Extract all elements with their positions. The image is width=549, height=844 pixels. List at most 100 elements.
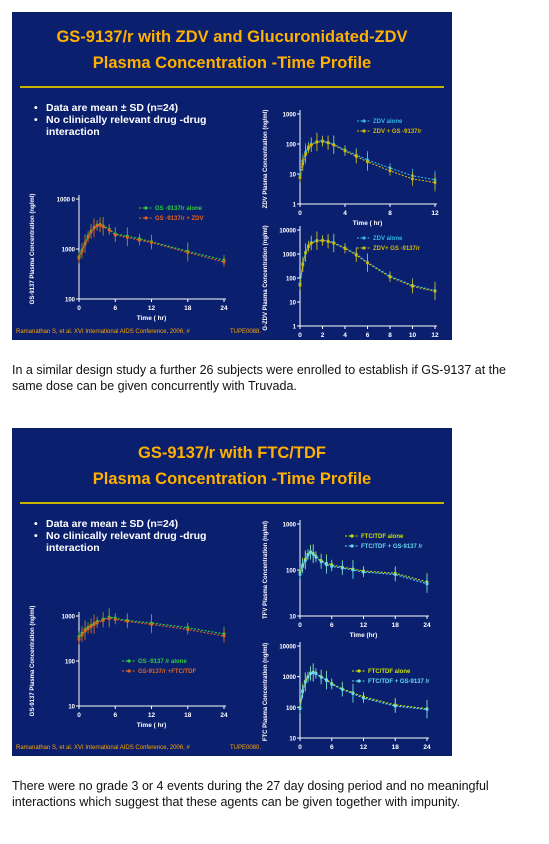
citation: Ramanathan S, et al. XVI International A…: [16, 329, 190, 335]
chart1-x-tick-label: 12: [431, 210, 439, 217]
slide-zdv: GS-9137/r with ZDV and Glucuronidated-ZD…: [12, 12, 452, 340]
title-divider: [20, 502, 444, 504]
chart4-series-1-point: [113, 617, 117, 621]
slide-title-line1: GS-9137/r with FTC/TDF: [138, 444, 326, 462]
chart2-x-tick-label: 8: [388, 332, 392, 339]
chart5-series-1-point: [362, 696, 365, 700]
chart1-y-tick-label: 1000: [283, 113, 297, 119]
chart2-series-1-point: [315, 239, 319, 243]
chart0-x-tick-label: 6: [113, 305, 117, 312]
chart0-series-1-point: [137, 238, 141, 242]
chart1-x-tick-label: 0: [298, 210, 302, 217]
chart2-series-1-point: [304, 251, 308, 255]
bullet-item: No clinically relevant drug -drug intera…: [34, 114, 244, 138]
bullet-list: Data are mean ± SD (n=24) No clinically …: [34, 518, 244, 554]
chart4-y-label: GS-9137 Plasma Concentration (ng/ml): [30, 606, 36, 717]
chart4-y-tick-label: 1000: [62, 615, 76, 621]
chart4-x-tick-label: 0: [77, 712, 81, 719]
title-divider: [20, 86, 444, 88]
chart1-legend-label: ZDV alone: [373, 119, 403, 125]
chart3-series-1-point: [330, 564, 334, 568]
chart2-series-1-point: [332, 241, 336, 245]
chart5-x-tick-label: 24: [423, 744, 431, 751]
chart4-series-1-point: [107, 616, 111, 620]
chart1-legend-label: ZDV + GS -9137/r: [373, 129, 422, 135]
chart0-y-tick-label: 1000: [62, 248, 76, 254]
chart0-series-1-point: [150, 240, 153, 244]
chart3-series-1-point: [362, 570, 365, 574]
slide-title-line2: Plasma Concentration -Time Profile: [92, 470, 372, 488]
chart0-legend-label: GS -9137/r + ZDV: [155, 216, 204, 222]
chart1-series-1-point: [326, 141, 330, 145]
chart3-x-tick-label: 12: [360, 622, 368, 629]
poster-number: TUPE0080.: [230, 745, 262, 751]
chart5-legend-marker: [357, 669, 361, 673]
chart4-series-1-point: [77, 638, 81, 642]
chart4-legend-label: GS-9137/r +FTC/TDF: [138, 669, 197, 675]
chart3-series-1-point: [314, 555, 318, 559]
chart5-y-tick-label: 100: [286, 706, 297, 712]
chart2-series-1-point: [433, 289, 437, 293]
paragraph-conclusion: There were no grade 3 or 4 events during…: [12, 779, 489, 809]
chart2-series-1-point: [306, 245, 310, 249]
bullet-item: Data are mean ± SD (n=24): [34, 518, 244, 530]
chart3-series-1-point: [311, 552, 315, 556]
chart4-x-tick-label: 24: [220, 712, 228, 719]
chart0-x-tick-label: 0: [77, 305, 81, 312]
chart2-legend-marker: [362, 246, 366, 250]
chart0-series-1-point: [113, 233, 117, 237]
chart4-x-tick-label: 18: [184, 712, 192, 719]
chart5-legend-label: FTC/TDF + GS-9137 /r: [368, 679, 430, 685]
chart1-series-1-point: [315, 140, 319, 144]
chart0-series-1-point: [80, 249, 84, 253]
chart5-x-tick-label: 6: [330, 744, 334, 751]
chart0-series-1-point: [83, 242, 87, 246]
chart1-series-1-point: [433, 181, 437, 185]
bullet-item: Data are mean ± SD (n=24): [34, 102, 244, 114]
chart3-series-1-point: [319, 560, 323, 564]
chart4-x-tick-label: 6: [113, 712, 117, 719]
chart2-series-1-point: [354, 253, 358, 257]
chart0-series-1-point: [125, 235, 129, 239]
chart0-x-tick-label: 18: [184, 305, 192, 312]
chart2-y-tick-label: 10000: [279, 229, 296, 235]
chart0-series-1-point: [98, 223, 102, 227]
chart4-series-1-point: [80, 633, 84, 637]
chart1-x-tick-label: 8: [388, 210, 392, 217]
chart5-series-1-point: [324, 678, 328, 682]
chart1-series-1-point: [411, 177, 414, 181]
chart-tfv: 0 6 12 18 24 10 100 1000 Time (hr) TFV Plasma Con…: [263, 520, 431, 639]
chart0-series-1-point: [86, 235, 90, 239]
chart1-series-1-point: [304, 152, 308, 156]
chart2-series-1-point: [366, 261, 369, 265]
chart4-x-tick-label: 12: [148, 712, 156, 719]
chart4-legend-marker: [127, 659, 131, 663]
chart0-x-tick-label: 24: [220, 305, 228, 312]
chart3-x-tick-label: 6: [330, 622, 334, 629]
chart4-legend-label: GS -9137 /r alone: [138, 659, 187, 665]
chart3-y-tick-label: 1000: [283, 523, 297, 529]
chart2-series-1-point: [411, 284, 414, 288]
chart2-y-label: G-ZDV Plasma Concentration (ng/ml): [263, 225, 269, 330]
chart5-y-tick-label: 10: [289, 737, 296, 743]
chart1-y-label: ZDV Plasma Concentration (ng/ml): [263, 110, 269, 209]
chart1-series-1-point: [306, 146, 310, 150]
chart1-series-1-point: [343, 149, 347, 153]
chart2-legend-marker: [362, 236, 366, 240]
chart5-series-1-point: [393, 704, 397, 708]
chart2-series-1-point: [326, 240, 330, 244]
chart3-x-tick-label: 0: [298, 622, 302, 629]
chart5-series-1-point: [314, 672, 318, 676]
chart0-series-1-line: [78, 224, 225, 263]
chart4-series-1-point: [83, 629, 87, 633]
chart4-series-1-point: [222, 634, 226, 638]
chart4-legend-marker: [127, 669, 131, 673]
chart1-y-tick-label: 10: [289, 173, 296, 179]
chart3-legend-label: FTC/TDF + GS-9137 /r: [361, 544, 423, 550]
chart5-series-1-point: [351, 692, 355, 696]
chart1-series-1-point: [354, 154, 358, 158]
chart2-y-tick-label: 1: [293, 325, 297, 331]
chart0-series-1-point: [186, 251, 190, 255]
slide-title: GS-9137/r with FTC/TDF Plasma Concentrat…: [12, 428, 452, 502]
